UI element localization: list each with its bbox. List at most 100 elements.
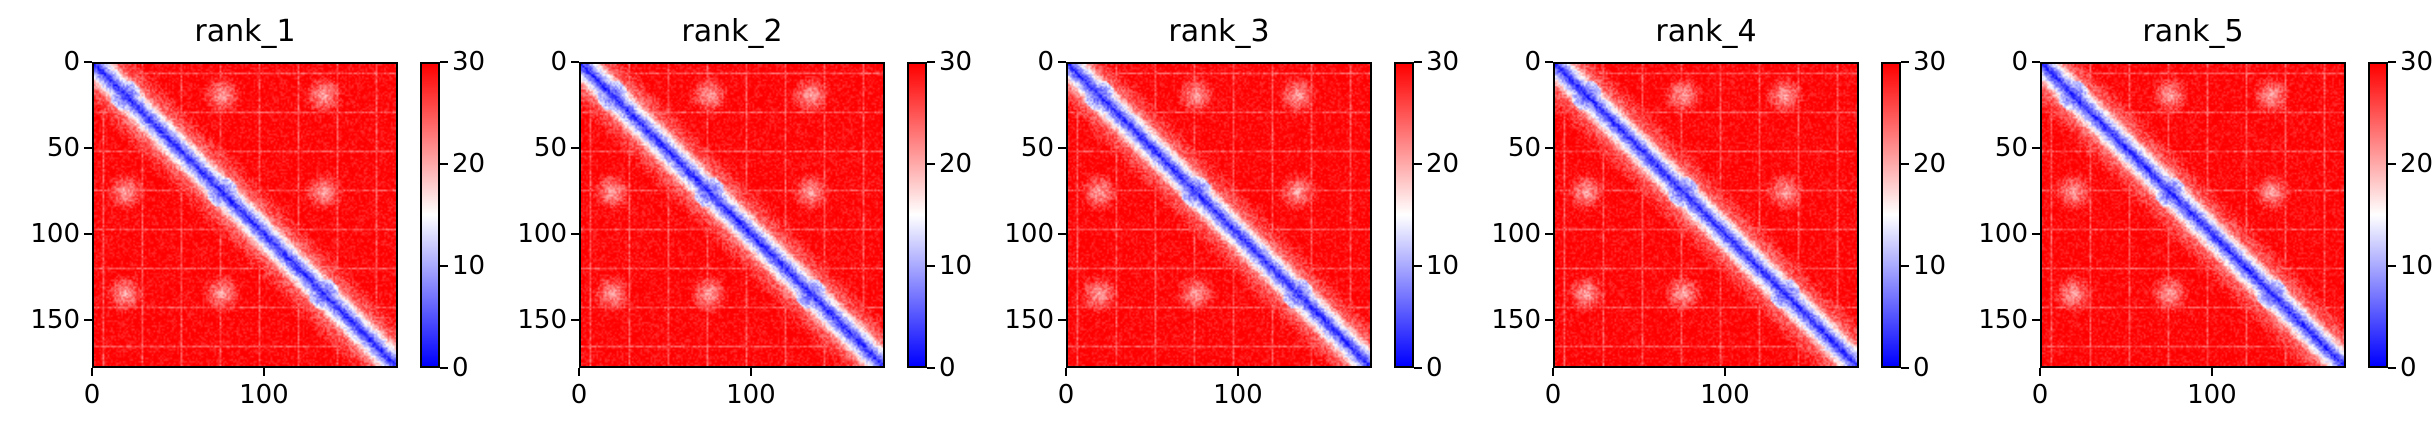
colorbar (2368, 62, 2388, 368)
colorbar-tick-label: 0 (1426, 353, 1443, 383)
x-tick (2039, 368, 2041, 376)
x-tick (2210, 368, 2213, 376)
y-tick (1058, 232, 1066, 235)
colorbar-tick-label: 20 (1426, 149, 1460, 179)
colorbar-tick (440, 367, 448, 369)
x-tick-label: 100 (1700, 380, 1750, 410)
colorbar (420, 62, 440, 368)
colorbar-tick-label: 0 (452, 353, 469, 383)
x-tick (1065, 368, 1067, 376)
colorbar-tick-label: 0 (1913, 353, 1930, 383)
y-tick-label: 0 (63, 47, 80, 77)
colorbar-tick (927, 61, 935, 63)
y-tick (84, 146, 92, 149)
x-tick (1236, 368, 1239, 376)
panel-title: rank_3 (1168, 14, 1270, 49)
colorbar (1881, 62, 1901, 368)
heatmap-plot (92, 62, 398, 368)
y-tick (1545, 318, 1553, 321)
y-tick-label: 50 (1507, 132, 1541, 163)
x-tick-label: 100 (239, 380, 289, 410)
heatmap-image (1555, 64, 1857, 366)
y-tick-label: 50 (1994, 132, 2028, 163)
colorbar-tick (1901, 61, 1909, 63)
y-tick-label: 100 (517, 218, 567, 249)
y-tick-label: 50 (46, 132, 80, 163)
x-tick (91, 368, 93, 376)
colorbar-tick-label: 10 (2400, 251, 2434, 281)
x-tick-label: 0 (570, 380, 588, 410)
colorbar-tick (1414, 265, 1422, 267)
colorbar-tick (2388, 265, 2396, 267)
colorbar-tick-label: 30 (2400, 47, 2434, 77)
x-tick-label: 100 (2187, 380, 2237, 410)
y-tick-label: 150 (30, 304, 80, 335)
y-tick (1058, 61, 1066, 63)
colorbar-tick (2388, 163, 2396, 165)
y-tick-label: 0 (2011, 47, 2028, 77)
y-tick (2032, 318, 2040, 321)
heatmap-plot (2040, 62, 2346, 368)
x-tick (1723, 368, 1726, 376)
x-tick-label: 0 (83, 380, 101, 410)
y-tick-label: 100 (1004, 218, 1054, 249)
y-tick (571, 318, 579, 321)
colorbar-tick (1901, 367, 1909, 369)
y-tick (2032, 232, 2040, 235)
y-tick (1058, 318, 1066, 321)
colorbar-tick (1901, 163, 1909, 165)
colorbar-tick (440, 61, 448, 63)
colorbar-tick-label: 10 (939, 251, 973, 281)
colorbar-tick (927, 367, 935, 369)
y-tick-label: 50 (533, 132, 567, 163)
colorbar-tick-label: 30 (1426, 47, 1460, 77)
y-tick-label: 150 (1004, 304, 1054, 335)
heatmap-panel: rank_1 0 50 100 150 0 100 0 10 20 30 (0, 0, 487, 438)
y-tick-label: 0 (1037, 47, 1054, 77)
colorbar-tick-label: 10 (452, 251, 486, 281)
x-tick-label: 0 (1057, 380, 1075, 410)
panel-title: rank_1 (194, 14, 296, 49)
y-tick-label: 100 (30, 218, 80, 249)
y-tick (2032, 61, 2040, 63)
y-tick (84, 232, 92, 235)
heatmap-image (1068, 64, 1370, 366)
y-tick-label: 0 (550, 47, 567, 77)
colorbar-tick-label: 30 (1913, 47, 1947, 77)
panel-title: rank_2 (681, 14, 783, 49)
colorbar (1394, 62, 1414, 368)
colorbar-tick (927, 163, 935, 165)
y-tick (1545, 61, 1553, 63)
y-tick (1545, 146, 1553, 149)
y-tick-label: 150 (1491, 304, 1541, 335)
heatmap-plot (579, 62, 885, 368)
colorbar-tick (1414, 61, 1422, 63)
colorbar-tick-label: 20 (2400, 149, 2434, 179)
y-tick-label: 100 (1978, 218, 2028, 249)
y-tick (1545, 232, 1553, 235)
colorbar-tick-label: 0 (2400, 353, 2417, 383)
heatmap-panel: rank_4 0 50 100 150 0 100 0 10 20 30 (1461, 0, 1948, 438)
colorbar-tick-label: 30 (452, 47, 486, 77)
heatmap-panel: rank_2 0 50 100 150 0 100 0 10 20 30 (487, 0, 974, 438)
colorbar-tick-label: 10 (1426, 251, 1460, 281)
colorbar-tick-label: 20 (939, 149, 973, 179)
colorbar-tick (440, 163, 448, 165)
colorbar-tick (2388, 367, 2396, 369)
heatmap-image (2042, 64, 2344, 366)
colorbar-tick-label: 20 (1913, 149, 1947, 179)
colorbar-tick (440, 265, 448, 267)
colorbar-tick (1901, 265, 1909, 267)
x-tick-label: 100 (726, 380, 776, 410)
y-tick-label: 100 (1491, 218, 1541, 249)
panel-title: rank_4 (1655, 14, 1757, 49)
colorbar-tick (1414, 367, 1422, 369)
y-tick-label: 150 (517, 304, 567, 335)
x-tick (262, 368, 265, 376)
panel-title: rank_5 (2142, 14, 2244, 49)
heatmap-image (581, 64, 883, 366)
x-tick (578, 368, 580, 376)
heatmap-panel: rank_5 0 50 100 150 0 100 0 10 20 30 (1948, 0, 2435, 438)
x-tick (1552, 368, 1554, 376)
colorbar (907, 62, 927, 368)
